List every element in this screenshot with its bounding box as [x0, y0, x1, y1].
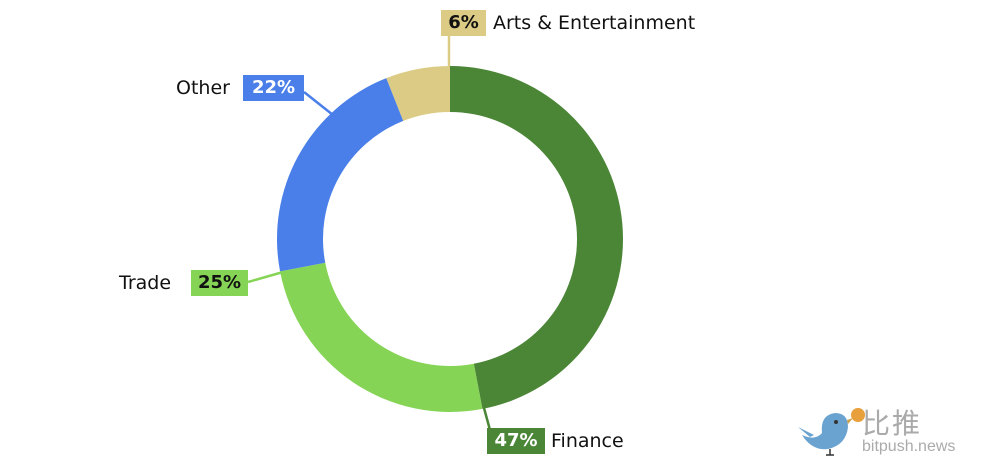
watermark-en: bitpush.news: [862, 438, 956, 455]
other-percent-label: 22%: [243, 75, 304, 101]
arts-percent-label: 6%: [441, 10, 486, 36]
bitpush-bird-logo: [798, 408, 865, 456]
watermark-cn: 比推: [862, 407, 923, 440]
donut-slice-other: [277, 78, 404, 272]
finance-percent-label: 47%: [487, 428, 545, 454]
trade-label: Trade: [119, 272, 172, 294]
arts-label: Arts & Entertainment: [493, 12, 696, 34]
finance-label: Finance: [551, 430, 624, 452]
leader-line: [482, 407, 492, 431]
trade-percent-label: 25%: [191, 270, 248, 296]
donut-slice-finance: [450, 66, 623, 409]
donut-slice-arts-entertainment: [386, 66, 450, 121]
leader-line: [247, 270, 284, 284]
leader-line: [303, 91, 334, 116]
other-label: Other: [176, 77, 230, 99]
donut-slice-trade: [280, 262, 483, 413]
